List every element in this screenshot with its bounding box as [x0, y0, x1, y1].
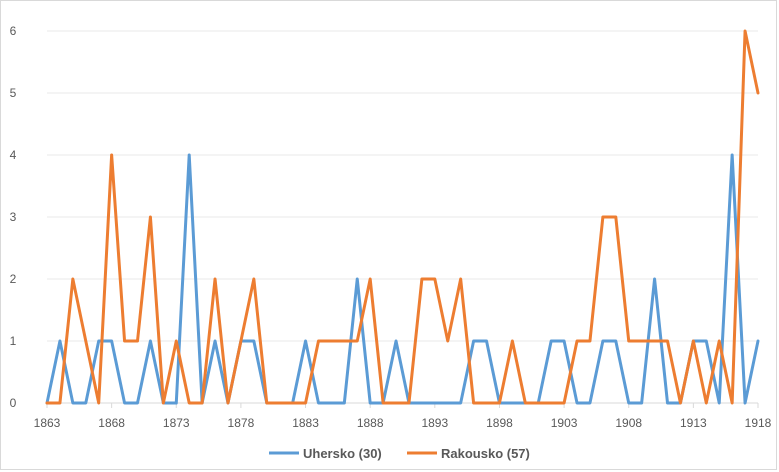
series-line-2 [45, 29, 760, 405]
legend-label: Rakousko (57) [441, 446, 530, 461]
y-tick-label: 6 [10, 24, 17, 38]
gridlines [47, 30, 758, 404]
x-tick-label: 1913 [680, 416, 707, 430]
x-tick-label: 1908 [615, 416, 642, 430]
x-tick-label: 1878 [228, 416, 255, 430]
y-axis-tick-labels: 0 1 2 3 4 5 6 [10, 24, 17, 410]
series-line-1 [45, 153, 760, 405]
legend: Uhersko (30) Rakousko (57) [269, 446, 530, 461]
legend-label: Uhersko (30) [303, 446, 382, 461]
x-tick-label: 1893 [421, 416, 448, 430]
x-tick-label: 1863 [34, 416, 61, 430]
y-tick-label: 5 [10, 86, 17, 100]
x-tick-label: 1873 [163, 416, 190, 430]
x-tick-label: 1883 [292, 416, 319, 430]
y-tick-label: 1 [10, 334, 17, 348]
x-tick-label: 1868 [98, 416, 125, 430]
x-axis-tick-labels: 1863 1868 1873 1878 1883 1888 1893 1898 1903 1908… [34, 403, 772, 430]
y-tick-label: 3 [10, 210, 17, 224]
y-tick-label: 0 [10, 396, 17, 410]
x-tick-label: 1903 [551, 416, 578, 430]
x-tick-label: 1898 [486, 416, 513, 430]
series-lines [45, 29, 760, 405]
y-tick-label: 4 [10, 148, 17, 162]
x-tick-label: 1918 [745, 416, 772, 430]
y-tick-label: 2 [10, 272, 17, 286]
x-tick-label: 1888 [357, 416, 384, 430]
